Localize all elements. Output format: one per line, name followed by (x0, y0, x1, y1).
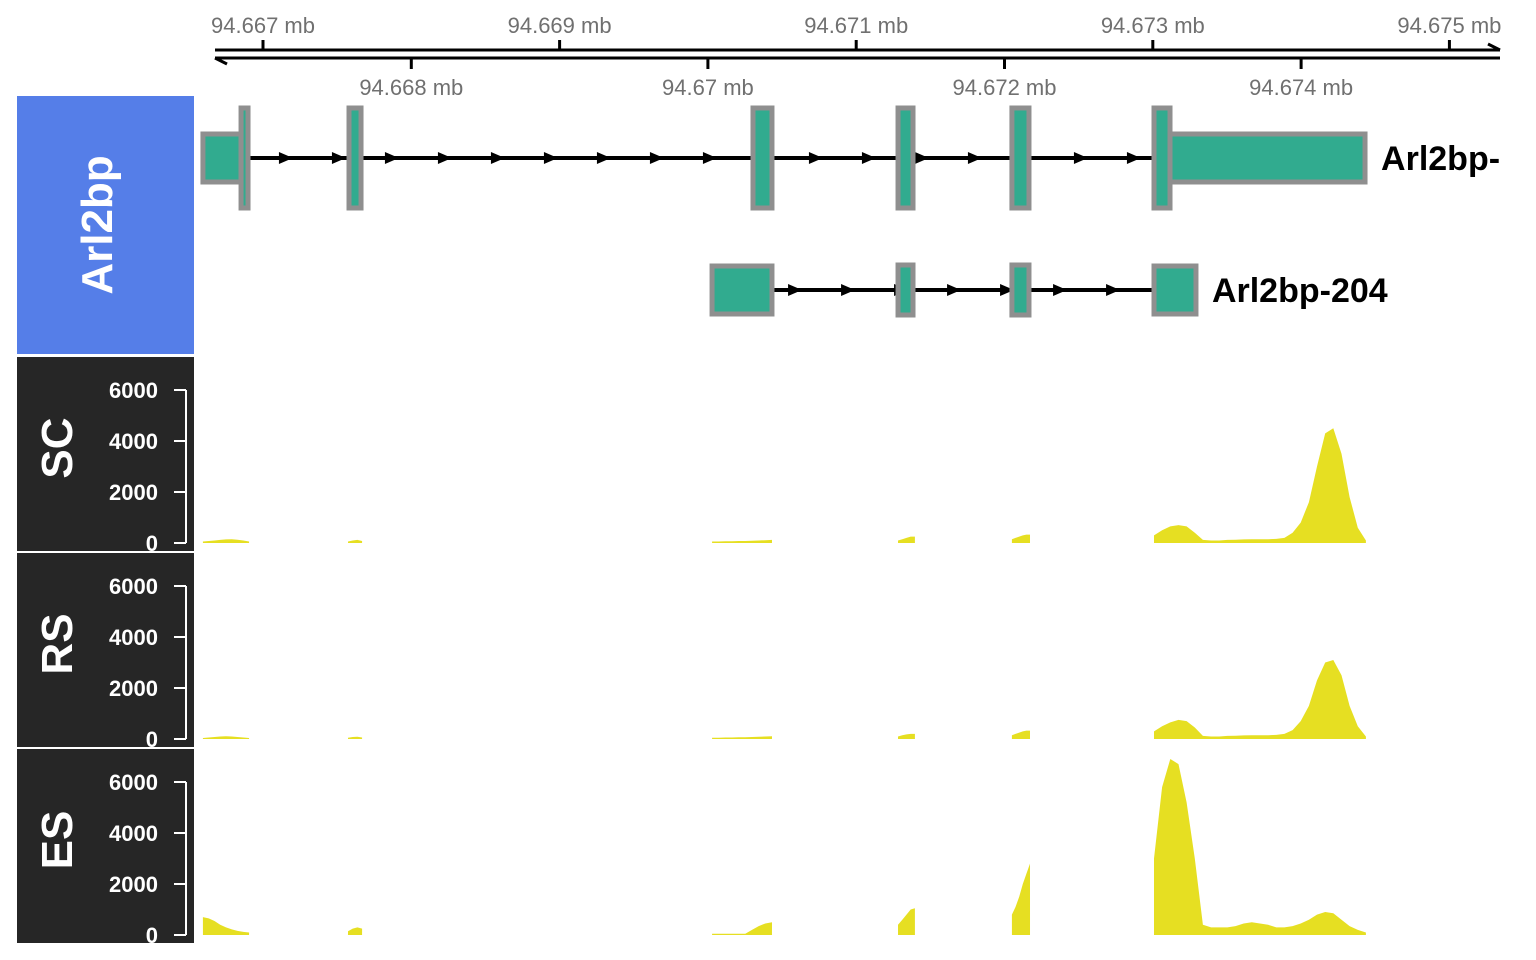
coverage-area (712, 736, 772, 739)
y-tick-label: 2000 (109, 480, 158, 505)
track-title: RS (33, 613, 82, 674)
axis-arrow-left (214, 56, 228, 66)
y-tick-label: 6000 (109, 770, 158, 795)
coverage-area (1011, 863, 1031, 935)
coverage-area (202, 736, 250, 739)
strand-arrow-icon (437, 152, 452, 164)
exon (709, 263, 775, 317)
axis-tick-label: 94.671 mb (804, 13, 908, 38)
axis-arrow-right (1487, 42, 1501, 52)
axis-tick-label: 94.674 mb (1249, 75, 1353, 100)
strand-arrow-icon (543, 152, 558, 164)
strand-arrow-icon (947, 284, 962, 296)
y-tick-label: 0 (146, 727, 158, 752)
track-title-panel (17, 553, 194, 747)
strand-arrow-icon (278, 152, 293, 164)
axis-tick-label: 94.668 mb (359, 75, 463, 100)
strand-arrow-icon (1073, 152, 1088, 164)
coverage-area (1011, 730, 1031, 739)
axis-tick-label: 94.672 mb (953, 75, 1057, 100)
y-tick-label: 4000 (109, 625, 158, 650)
y-tick-label: 4000 (109, 429, 158, 454)
y-tick-label: 4000 (109, 821, 158, 846)
strand-arrow-icon (808, 152, 823, 164)
exon (895, 105, 916, 211)
gene-track-title-panel (17, 96, 194, 354)
strand-arrow-icon (649, 152, 664, 164)
track-title: ES (33, 811, 82, 870)
coverage-area (347, 736, 363, 739)
coverage-area (347, 539, 363, 543)
genome-axis: 94.667 mb 94.669 mb 94.671 mb 94.673 mb 94.6… (211, 13, 1501, 100)
strand-arrow-icon (967, 152, 982, 164)
track-title-panel (17, 749, 194, 943)
coverage-area (1011, 534, 1031, 543)
coverage-track-es: ES 0 2000 4000 6000 (17, 749, 1366, 948)
coverage-area (898, 733, 915, 739)
y-tick-label: 0 (146, 923, 158, 948)
coverage-area (347, 927, 363, 935)
exon (200, 131, 244, 185)
coverage-track-rs: RS 0 2000 4000 6000 (17, 553, 1366, 752)
strand-arrow-icon (490, 152, 505, 164)
coverage-area (1153, 759, 1366, 935)
coverage-area (712, 539, 772, 543)
track-title: SC (33, 417, 82, 478)
coverage-area (1153, 428, 1366, 543)
axis-tick-label: 94.673 mb (1101, 13, 1205, 38)
transcript-label: Arl2bp- (1381, 140, 1500, 178)
strand-arrow-icon (1000, 284, 1015, 296)
axis-tick-label: 94.675 mb (1397, 13, 1501, 38)
gene-track-title: Arl2bp (73, 155, 122, 294)
exon (1009, 105, 1032, 211)
coverage-area (202, 539, 250, 543)
coverage-area (712, 922, 772, 935)
strand-arrow-icon (331, 152, 346, 164)
coverage-tracks: SC 0 2000 4000 6000 RS 0 2000 4000 6000 ES 0 2000 400… (17, 357, 1366, 948)
exon (238, 105, 251, 211)
exon (1167, 131, 1368, 185)
strand-arrow-icon (1126, 152, 1141, 164)
coverage-area (202, 917, 250, 935)
y-tick-label: 0 (146, 531, 158, 556)
gene-track: Arl2bp- Arl2bp-204 (200, 105, 1500, 318)
strand-arrow-icon (914, 152, 929, 164)
y-tick-label: 2000 (109, 676, 158, 701)
exon (1009, 262, 1032, 318)
coverage-area (1153, 660, 1366, 739)
exon (346, 105, 364, 211)
axis-tick-label: 94.667 mb (211, 13, 315, 38)
strand-arrow-icon (841, 284, 856, 296)
strand-arrow-icon (384, 152, 399, 164)
strand-arrow-icon (702, 152, 717, 164)
strand-arrow-icon (861, 152, 876, 164)
y-tick-label: 6000 (109, 574, 158, 599)
strand-arrow-icon (788, 284, 803, 296)
exon (750, 105, 775, 211)
axis-tick-label: 94.67 mb (662, 75, 754, 100)
coverage-area (898, 908, 915, 935)
transcript-label: Arl2bp-204 (1212, 272, 1388, 310)
y-tick-label: 6000 (109, 378, 158, 403)
track-title-panel (17, 357, 194, 551)
coverage-area (898, 536, 915, 543)
strand-arrow-icon (1106, 284, 1121, 296)
strand-arrow-icon (1053, 284, 1068, 296)
coverage-track-sc: SC 0 2000 4000 6000 (17, 357, 1366, 556)
y-tick-label: 2000 (109, 872, 158, 897)
exon (1151, 263, 1199, 317)
exon (895, 262, 916, 318)
axis-tick-label: 94.669 mb (508, 13, 612, 38)
strand-arrow-icon (596, 152, 611, 164)
